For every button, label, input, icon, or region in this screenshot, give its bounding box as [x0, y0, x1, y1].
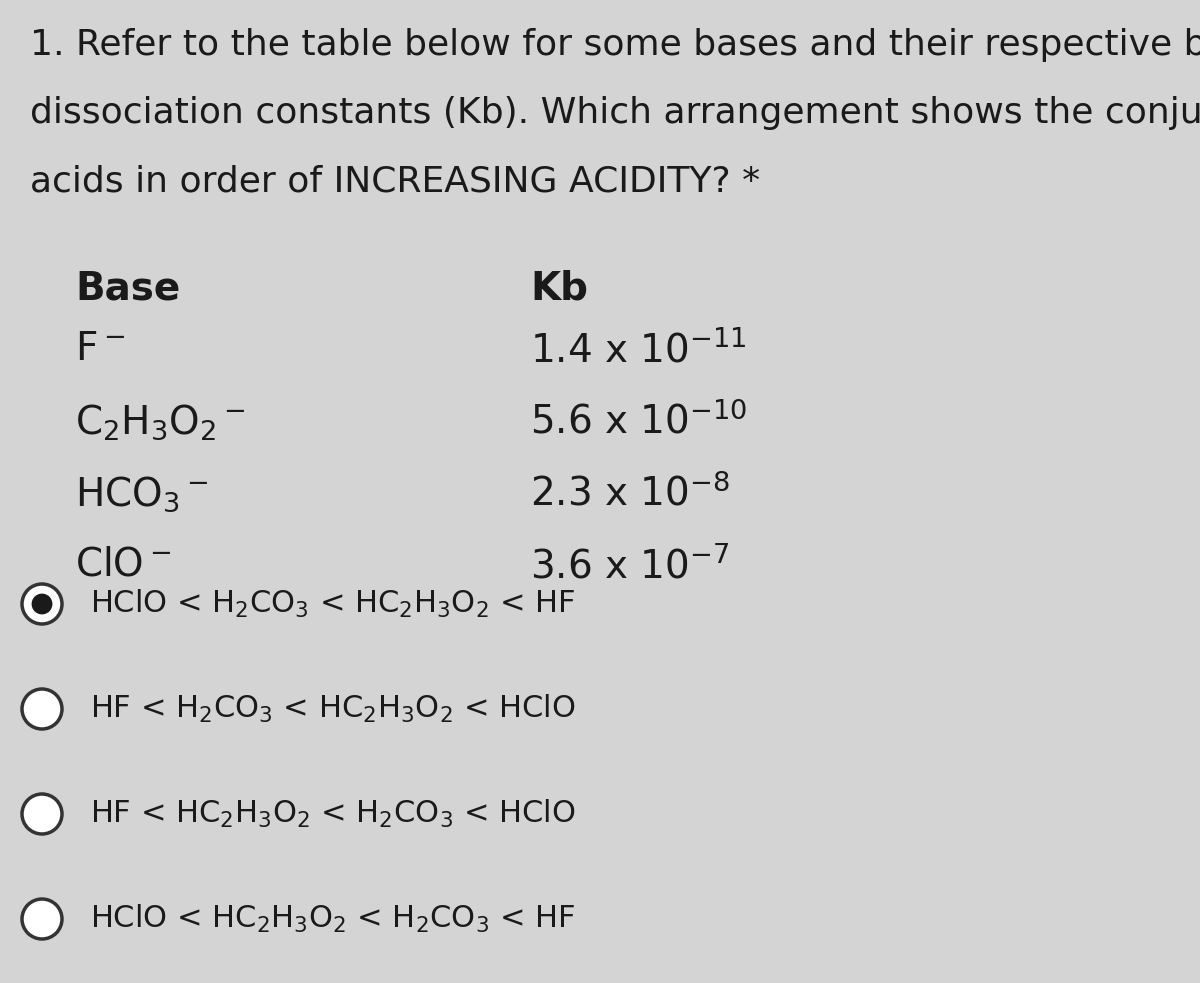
- Text: HCO$_3$$^-$: HCO$_3$$^-$: [74, 474, 209, 513]
- Text: 2.3 x 10$^{-8}$: 2.3 x 10$^{-8}$: [530, 474, 730, 514]
- Text: F$^-$: F$^-$: [74, 330, 125, 368]
- Circle shape: [22, 899, 62, 939]
- Text: HF < HC$_2$H$_3$O$_2$ < H$_2$CO$_3$ < HClO: HF < HC$_2$H$_3$O$_2$ < H$_2$CO$_3$ < HC…: [90, 798, 575, 830]
- Text: 5.6 x 10$^{-10}$: 5.6 x 10$^{-10}$: [530, 402, 746, 441]
- Text: Base: Base: [74, 270, 180, 308]
- Text: ClO$^-$: ClO$^-$: [74, 546, 172, 584]
- Text: 3.6 x 10$^{-7}$: 3.6 x 10$^{-7}$: [530, 546, 730, 585]
- Text: dissociation constants (Kb). Which arrangement shows the conjugate: dissociation constants (Kb). Which arran…: [30, 96, 1200, 130]
- Text: HClO < HC$_2$H$_3$O$_2$ < H$_2$CO$_3$ < HF: HClO < HC$_2$H$_3$O$_2$ < H$_2$CO$_3$ < …: [90, 903, 575, 935]
- Text: Kb: Kb: [530, 270, 588, 308]
- Circle shape: [22, 689, 62, 729]
- Text: 1. Refer to the table below for some bases and their respective base: 1. Refer to the table below for some bas…: [30, 28, 1200, 62]
- Text: HClO < H$_2$CO$_3$ < HC$_2$H$_3$O$_2$ < HF: HClO < H$_2$CO$_3$ < HC$_2$H$_3$O$_2$ < …: [90, 588, 575, 620]
- Circle shape: [22, 584, 62, 624]
- Text: HF < H$_2$CO$_3$ < HC$_2$H$_3$O$_2$ < HClO: HF < H$_2$CO$_3$ < HC$_2$H$_3$O$_2$ < HC…: [90, 693, 575, 725]
- Circle shape: [31, 594, 53, 614]
- Text: acids in order of INCREASING ACIDITY? *: acids in order of INCREASING ACIDITY? *: [30, 164, 760, 198]
- Text: C$_2$H$_3$O$_2$$^-$: C$_2$H$_3$O$_2$$^-$: [74, 402, 246, 441]
- Circle shape: [22, 794, 62, 834]
- Text: 1.4 x 10$^{-11}$: 1.4 x 10$^{-11}$: [530, 330, 746, 369]
